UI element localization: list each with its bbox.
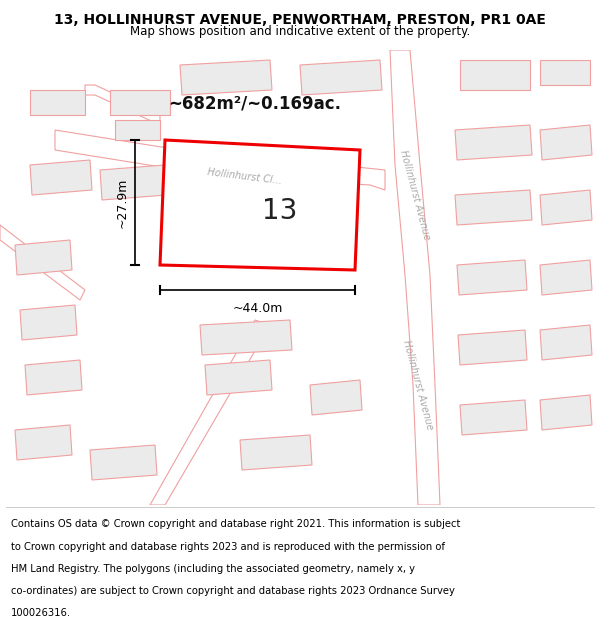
Polygon shape [457, 260, 527, 295]
Text: ~682m²/~0.169ac.: ~682m²/~0.169ac. [169, 95, 341, 113]
Polygon shape [15, 240, 72, 275]
Polygon shape [55, 130, 385, 190]
Polygon shape [30, 160, 92, 195]
Polygon shape [180, 60, 272, 95]
Text: co-ordinates) are subject to Crown copyright and database rights 2023 Ordnance S: co-ordinates) are subject to Crown copyr… [11, 586, 455, 596]
Polygon shape [390, 50, 440, 505]
Text: 100026316.: 100026316. [11, 608, 71, 618]
Text: HM Land Registry. The polygons (including the associated geometry, namely x, y: HM Land Registry. The polygons (includin… [11, 564, 415, 574]
Polygon shape [540, 260, 592, 295]
Polygon shape [540, 325, 592, 360]
Polygon shape [540, 190, 592, 225]
Polygon shape [20, 305, 77, 340]
Polygon shape [85, 85, 160, 125]
Polygon shape [100, 165, 167, 200]
Text: Hollinhurst Avenue: Hollinhurst Avenue [401, 339, 435, 431]
Polygon shape [300, 60, 382, 95]
Polygon shape [115, 120, 160, 140]
Polygon shape [160, 140, 360, 270]
Polygon shape [205, 360, 272, 395]
Text: to Crown copyright and database rights 2023 and is reproduced with the permissio: to Crown copyright and database rights 2… [11, 542, 445, 552]
Text: ~27.9m: ~27.9m [116, 177, 129, 227]
Polygon shape [15, 425, 72, 460]
Polygon shape [455, 190, 532, 225]
Polygon shape [0, 225, 85, 300]
Polygon shape [540, 60, 590, 85]
Polygon shape [30, 90, 85, 115]
Polygon shape [455, 125, 532, 160]
Text: ~44.0m: ~44.0m [232, 302, 283, 315]
Text: Contains OS data © Crown copyright and database right 2021. This information is : Contains OS data © Crown copyright and d… [11, 519, 460, 529]
Polygon shape [460, 400, 527, 435]
Polygon shape [460, 60, 530, 90]
Polygon shape [150, 320, 270, 505]
Polygon shape [90, 445, 157, 480]
Text: Hollinhurst Cl...: Hollinhurst Cl... [207, 168, 283, 186]
Polygon shape [540, 125, 592, 160]
Polygon shape [310, 380, 362, 415]
Text: 13, HOLLINHURST AVENUE, PENWORTHAM, PRESTON, PR1 0AE: 13, HOLLINHURST AVENUE, PENWORTHAM, PRES… [54, 12, 546, 26]
Polygon shape [25, 360, 82, 395]
Polygon shape [200, 320, 292, 355]
Polygon shape [540, 395, 592, 430]
Text: Map shows position and indicative extent of the property.: Map shows position and indicative extent… [130, 24, 470, 38]
Polygon shape [458, 330, 527, 365]
Text: Hollinhurst Avenue: Hollinhurst Avenue [398, 149, 432, 241]
Polygon shape [110, 90, 170, 115]
Polygon shape [240, 435, 312, 470]
Text: 13: 13 [262, 198, 298, 225]
